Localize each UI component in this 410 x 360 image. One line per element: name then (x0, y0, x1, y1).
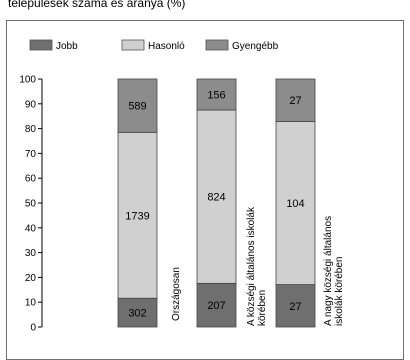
data-label-1-hasonló: 1739 (125, 210, 149, 222)
category-label-2-line-1: A községi általános iskolák (246, 206, 257, 326)
y-tick-label-50: 50 (25, 199, 37, 210)
bar-3-gyengébb (275, 78, 316, 122)
y-tick-label-70: 70 (25, 149, 37, 160)
y-tick-label-0: 0 (30, 323, 36, 334)
category-label-1: Országosan (171, 267, 182, 321)
legend-swatch-gyengébb (205, 39, 229, 51)
data-label-3-hasonló: 104 (286, 198, 304, 210)
y-tick-label-30: 30 (25, 248, 37, 259)
legend-swatch-jobb (29, 39, 53, 51)
stacked-bar-chart: Jobb Hasonló Gyengébb 0 10 20 30 40 50 60 70 80 90 10… (19, 39, 345, 334)
data-label-3-jobb: 27 (289, 301, 301, 313)
bar-2-hasonló (196, 109, 237, 284)
chart-header: települések száma és aránya (%) (8, 0, 186, 10)
data-label-1-jobb: 302 (128, 308, 146, 320)
data-label-2-hasonló: 824 (207, 192, 225, 204)
bar-3-hasonló (275, 121, 316, 285)
data-label-2-jobb: 207 (207, 300, 225, 312)
y-tick-label-90: 90 (25, 99, 37, 110)
y-tick-label-80: 80 (25, 124, 37, 135)
y-tick-label-40: 40 (25, 223, 37, 234)
category-label-3-line-2: iskolák körében (334, 257, 345, 326)
data-label-2-gyengébb: 156 (207, 90, 225, 102)
category-label-2-line-2: körében (257, 290, 268, 326)
category-label-3-line-1: A nagy községi általános (323, 216, 334, 326)
y-tick-label-60: 60 (25, 174, 37, 185)
bar-3-jobb (275, 284, 316, 328)
legend-label-gyengébb: Gyengébb (232, 41, 279, 52)
legend-label-jobb: Jobb (56, 41, 78, 52)
y-tick-label-100: 100 (19, 75, 36, 86)
data-label-3-gyengébb: 27 (289, 95, 301, 107)
bar-2-gyengébb (196, 78, 237, 111)
legend-swatch-hasonló (121, 39, 145, 51)
legend-label-hasonló: Hasonló (148, 41, 185, 52)
y-tick-label-20: 20 (25, 273, 37, 284)
data-label-1-gyengébb: 589 (128, 101, 146, 113)
y-tick-label-10: 10 (25, 298, 37, 309)
bar-1-gyengébb (117, 78, 158, 133)
